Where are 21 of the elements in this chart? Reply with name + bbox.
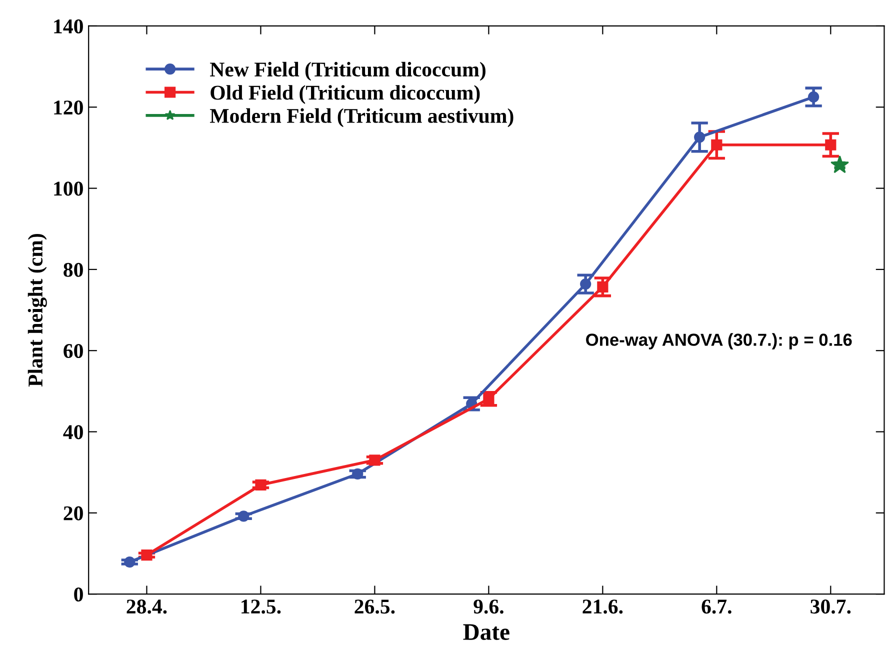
legend-label: New Field (Triticum dicoccum): [210, 62, 486, 81]
y-tick-label: 20: [64, 506, 83, 520]
y-tick-label: 40: [63, 425, 83, 440]
y-tick-label: 60: [64, 344, 83, 358]
x-tick-label: 26.5.: [354, 600, 395, 614]
x-tick-label: 30.7.: [810, 600, 851, 614]
y-tick-label: 140: [54, 19, 83, 34]
y-tick-label: 100: [54, 182, 83, 196]
annotation: One-way ANOVA (30.7.): p = 0.16: [586, 333, 852, 350]
y-axis-title: Plant height (cm): [28, 234, 47, 387]
x-tick-label: 28.4.: [126, 600, 167, 614]
x-tick-label: 6.7.: [702, 600, 732, 614]
y-tick-label: 80: [64, 262, 83, 277]
y-tick-label: 0: [74, 587, 83, 602]
x-tick-label: 12.5.: [242, 600, 281, 614]
x-tick-label: 21.6.: [582, 600, 623, 614]
y-tick-label: 120: [54, 100, 83, 115]
x-tick-label: 9.6.: [474, 600, 504, 614]
x-axis-title: Date: [463, 624, 510, 640]
legend-label: Modern Field (Triticum aestivum): [210, 108, 514, 128]
legend-label: Old Field (Triticum dicoccum): [210, 85, 480, 104]
